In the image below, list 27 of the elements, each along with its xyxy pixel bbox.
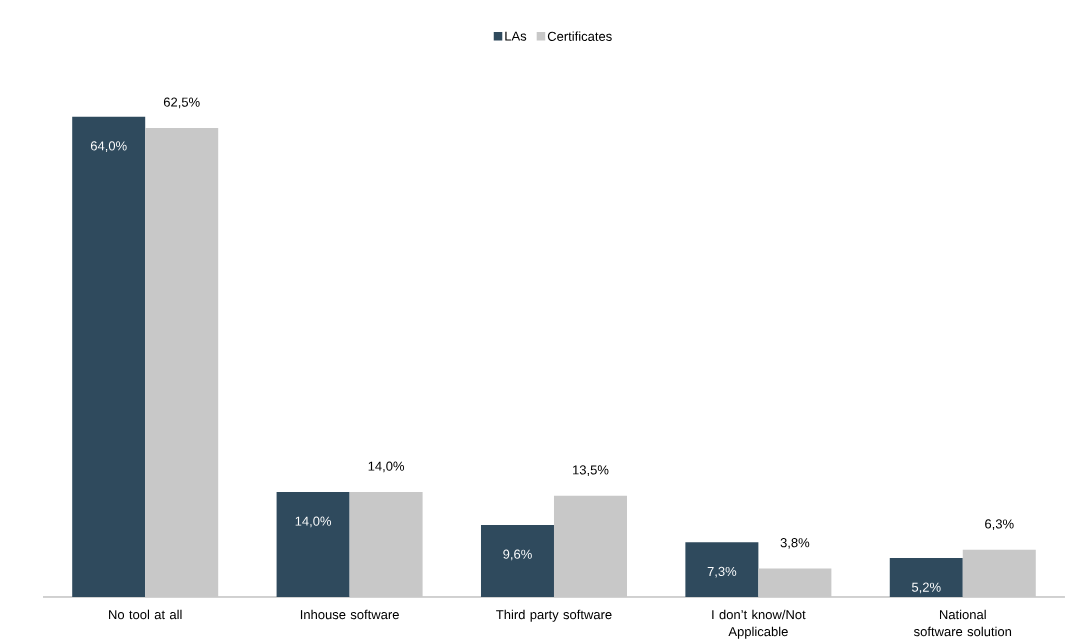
x-tick-label: I don’t know/Not Applicable — [712, 609, 806, 639]
legend-label: Certificates — [547, 31, 612, 41]
data-label: 9,6% — [503, 549, 532, 561]
data-label: 14,0% — [368, 461, 405, 473]
data-label: 5,2% — [911, 582, 941, 594]
data-label: 64,0% — [90, 141, 127, 152]
bar — [145, 127, 219, 597]
x-tick-label: Third party software — [496, 609, 612, 622]
bar — [685, 542, 759, 597]
data-label: 3,8% — [780, 538, 810, 549]
bar — [889, 557, 963, 597]
data-label: 62,5% — [163, 97, 200, 109]
bar — [349, 491, 423, 597]
bar — [962, 549, 1036, 597]
bar — [480, 524, 554, 597]
bar — [276, 491, 350, 597]
data-label: 6,3% — [985, 519, 1014, 531]
data-label: 13,5% — [573, 465, 609, 476]
x-tick-label: Inhouse software — [300, 609, 399, 620]
bar — [758, 568, 832, 597]
bar — [72, 116, 146, 597]
data-label: 7,3% — [707, 566, 737, 578]
x-tick-label: No tool at all — [109, 609, 182, 620]
data-label: 14,0% — [295, 516, 332, 528]
bar — [553, 495, 627, 597]
x-tick-label: National software solution — [914, 609, 1012, 637]
legend-label: LAs — [505, 31, 527, 41]
